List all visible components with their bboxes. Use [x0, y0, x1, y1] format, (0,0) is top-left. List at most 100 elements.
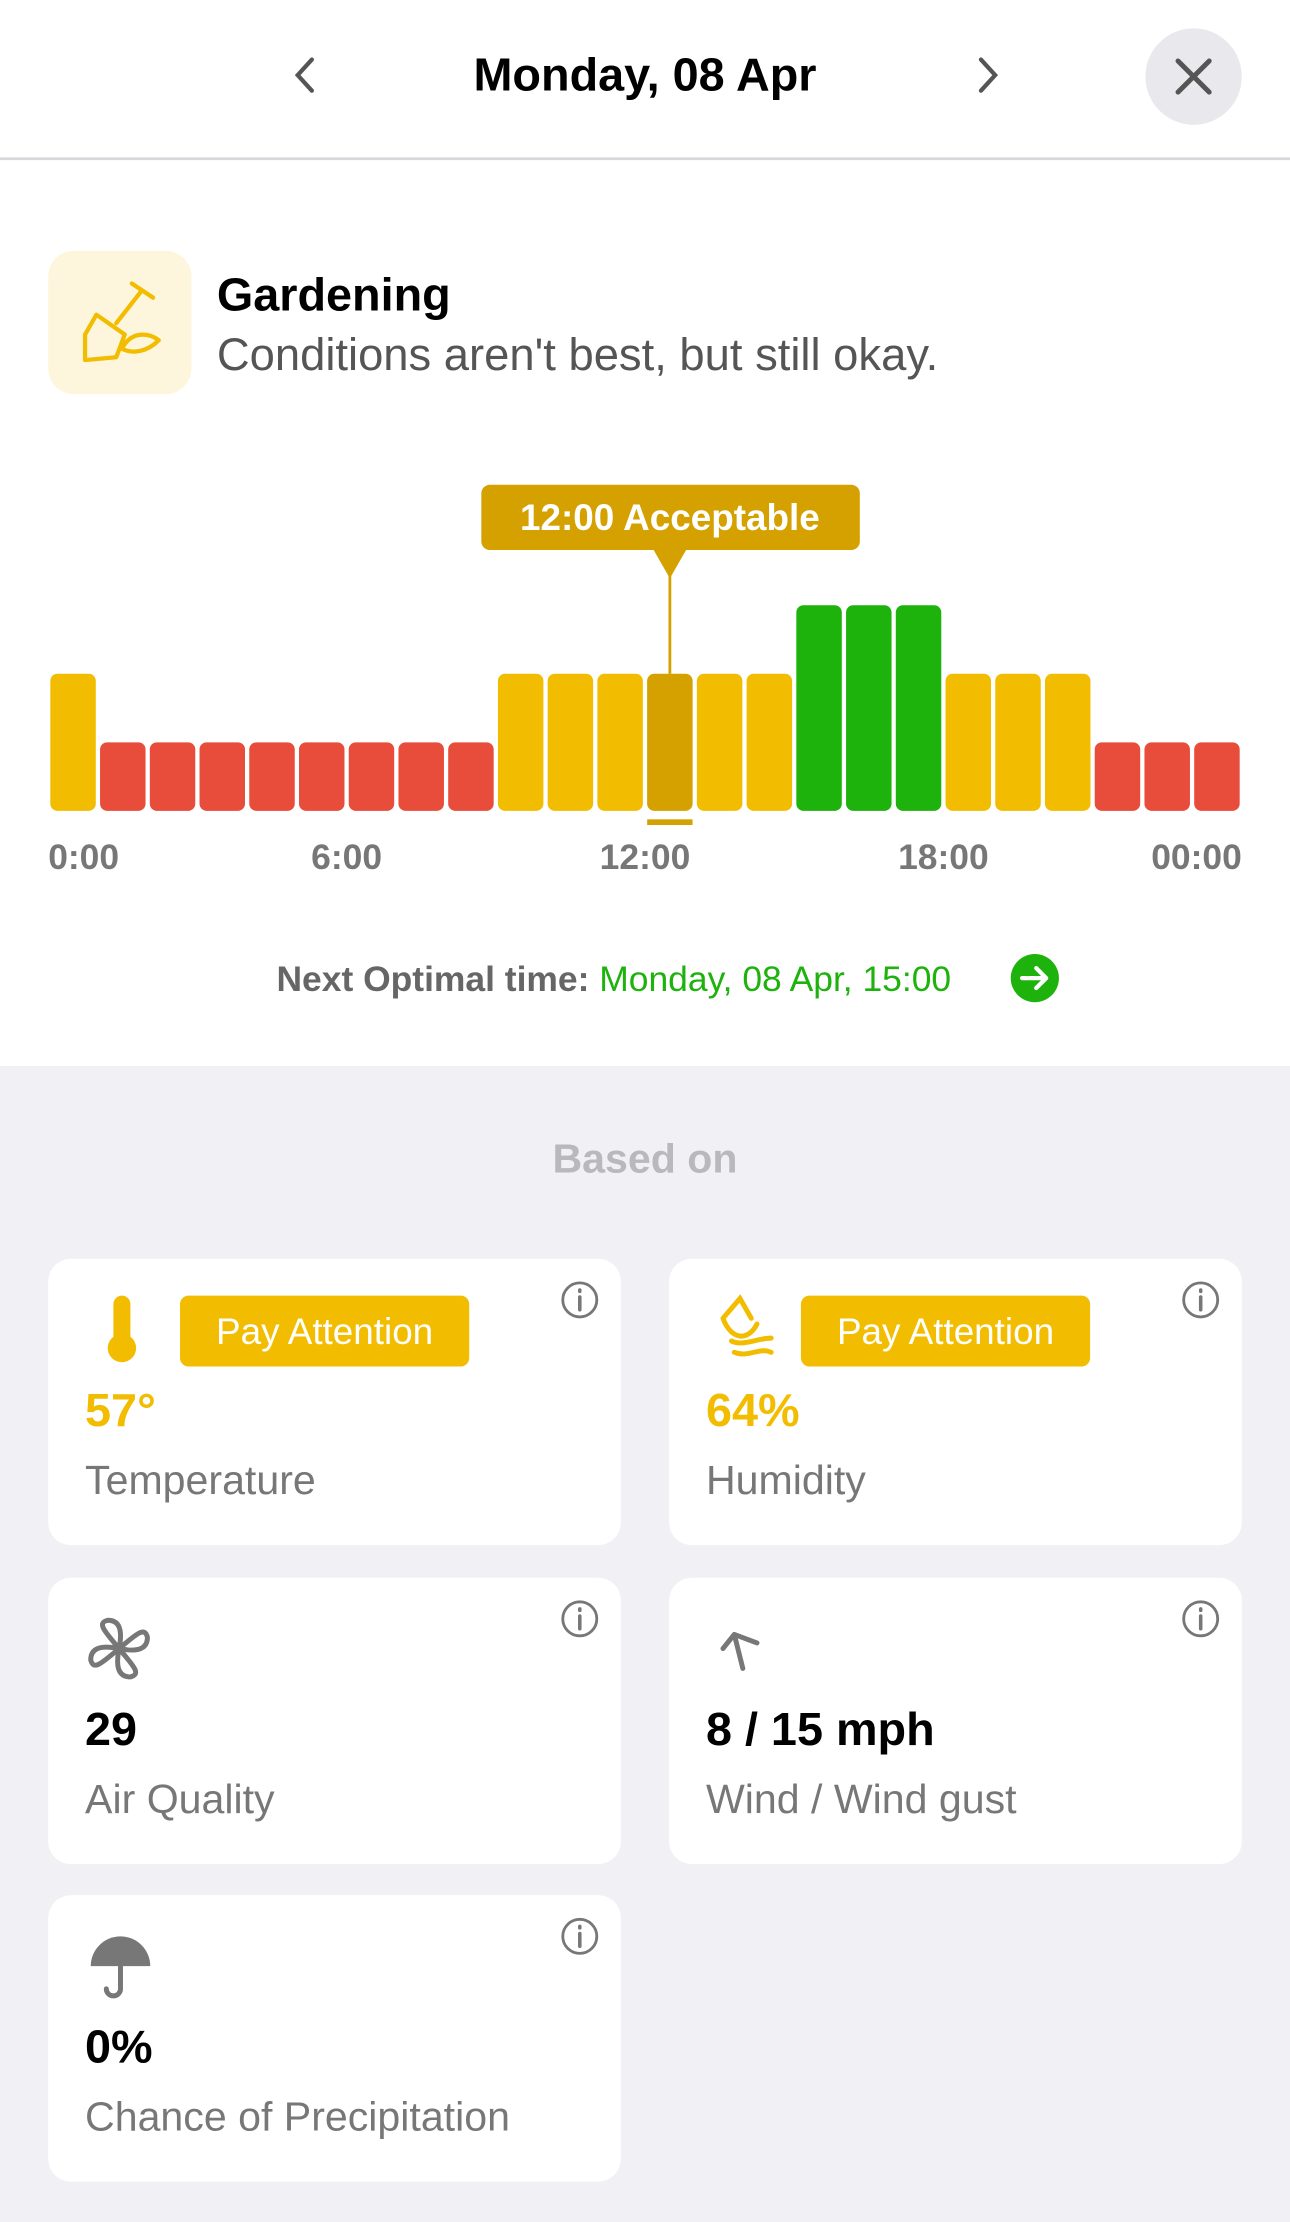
factor-label: Air Quality: [85, 1776, 275, 1822]
close-icon: [1175, 58, 1212, 95]
activity-summary: Conditions aren't best, but still okay.: [217, 329, 938, 380]
bar: [348, 742, 395, 811]
info-circle: [561, 1281, 599, 1319]
selected-underline: [647, 819, 693, 826]
chart: 0:00 6:00 12:00 18:00 00:00 12:00 Acceptable: [48, 484, 1242, 877]
info-button[interactable]: [1182, 1281, 1220, 1319]
factor-value: 0%: [85, 2021, 153, 2073]
info-circle: [561, 1917, 599, 1955]
info-circle: [561, 1600, 599, 1638]
factor-card[interactable]: 8 / 15 mph Wind / Wind gust: [669, 1577, 1242, 1865]
icon-shape: [113, 1629, 150, 1653]
next-optimal: Next Optimal time: Monday, 08 Apr, 15:00: [276, 959, 951, 999]
bar: [100, 742, 146, 811]
activity-name: Gardening: [217, 268, 451, 320]
card-bg: [669, 1577, 1242, 1865]
info-button[interactable]: [561, 1281, 599, 1319]
x-tick-label: 18:00: [898, 837, 989, 877]
icon-shape: [100, 1617, 123, 1655]
next-optimal-value[interactable]: Monday, 08 Apr, 15:00: [599, 959, 951, 999]
x-tick-label: 0:00: [48, 837, 119, 877]
icon-shape: [115, 1643, 139, 1680]
factor-card[interactable]: 0% Chance of Precipitation: [48, 1895, 621, 2182]
bar: [895, 605, 942, 811]
icon-shape: [107, 1295, 137, 1363]
info-button[interactable]: [561, 1600, 599, 1638]
bar: [1044, 673, 1091, 811]
bar: [1094, 742, 1141, 811]
factor-value: 57°: [85, 1384, 156, 1436]
activity-icon: [48, 250, 192, 395]
bar: [597, 673, 643, 811]
status-pill: [800, 1295, 1091, 1367]
bar: [796, 605, 842, 811]
status-pill: [180, 1295, 470, 1367]
factor-icon: [720, 1294, 774, 1357]
x-tick-label: 12:00: [600, 837, 691, 877]
factor-card[interactable]: Pay Attention 57° Temperature: [48, 1258, 621, 1546]
next-optimal-arrow[interactable]: [1010, 954, 1059, 1003]
header-title: Monday, 08 Apr: [473, 49, 816, 101]
bar: [1194, 742, 1240, 811]
bar: [846, 605, 892, 811]
arrow-icon: [1019, 966, 1049, 991]
icon-shape: [90, 1936, 151, 1967]
bar: [199, 742, 246, 811]
shovel-icon: [82, 281, 161, 363]
bar: [746, 673, 793, 811]
icon-shape: [88, 1644, 125, 1668]
bar: [398, 742, 444, 811]
bar: [50, 673, 96, 811]
factor-card[interactable]: 29 Air Quality: [48, 1577, 621, 1865]
factor-value: 8 / 15 mph: [706, 1703, 935, 1755]
bar: [945, 673, 992, 811]
prev-day-button[interactable]: [294, 57, 314, 93]
factor-icon: [107, 1295, 137, 1363]
next-optimal-label: Next Optimal time:: [276, 959, 589, 999]
based-on: Based on: [553, 1135, 738, 1181]
bar: [547, 673, 594, 811]
tooltip-label: 12:00 Acceptable: [520, 497, 820, 538]
icon-shape: [720, 1631, 760, 1671]
factor-label: Humidity: [706, 1457, 866, 1503]
bar: [995, 673, 1041, 811]
tooltip-box: [481, 484, 860, 551]
info-button[interactable]: [1182, 1600, 1220, 1638]
status-label: Pay Attention: [216, 1311, 433, 1352]
x-tick-label: 6:00: [311, 837, 382, 877]
factor-icon: [720, 1631, 760, 1671]
factor-value: 29: [85, 1703, 137, 1755]
factor-label: Chance of Precipitation: [85, 2094, 510, 2140]
info-circle: [1182, 1600, 1220, 1638]
card-bg: [48, 1895, 621, 2182]
factor-icon: [90, 1936, 151, 1999]
bar: [249, 742, 295, 811]
card-bg: [48, 1577, 621, 1865]
bar: [448, 742, 494, 811]
bar: [647, 673, 693, 811]
tooltip-pointer: [652, 548, 687, 579]
icon-bg: [48, 250, 192, 395]
info-circle: [1182, 1281, 1220, 1319]
bar: [1144, 742, 1190, 811]
bar: [696, 673, 743, 811]
icon-shape: [88, 1617, 150, 1680]
x-tick-label: 00:00: [1151, 837, 1242, 877]
icon-shape: [720, 1294, 774, 1357]
info-button[interactable]: [561, 1917, 599, 1955]
factor-icon: [88, 1617, 150, 1680]
factor-value: 64%: [706, 1384, 800, 1436]
status-label: Pay Attention: [837, 1311, 1054, 1352]
bar: [497, 673, 544, 811]
factor-label: Wind / Wind gust: [706, 1776, 1017, 1822]
factor-card[interactable]: Pay Attention 64% Humidity: [669, 1258, 1242, 1546]
factor-label: Temperature: [85, 1457, 316, 1503]
next-day-button[interactable]: [978, 57, 999, 93]
close-button[interactable]: [1145, 28, 1242, 125]
bar: [298, 742, 345, 811]
bar: [149, 742, 196, 811]
icon-shape: [103, 1963, 123, 1999]
